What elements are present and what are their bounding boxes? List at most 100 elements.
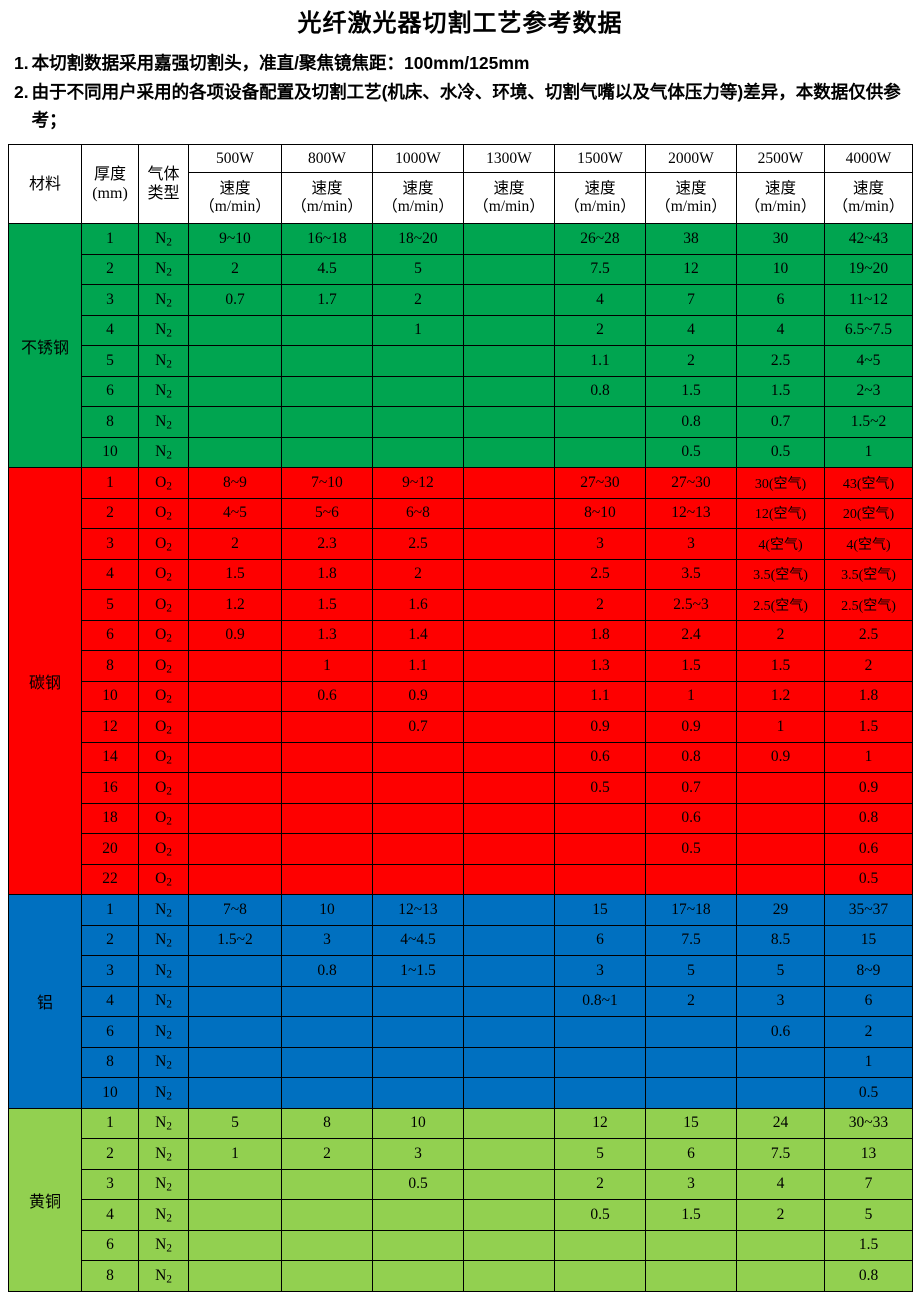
speed-cell-800w (281, 833, 373, 865)
gas-symbol: O (155, 717, 167, 735)
speed-cell-1500w: 0.8~1 (554, 985, 646, 1018)
speed-cell-4000w: 43(空气) (824, 467, 913, 499)
table-row: 4 N2 1 2 4 4 6.5~7.5 (8, 314, 913, 347)
gas-subscript: 2 (166, 327, 172, 340)
speed-unit: （m/min） (473, 198, 545, 216)
gas-subscript: 2 (166, 724, 172, 737)
speed-cell-800w (281, 1168, 373, 1201)
header-material: 材料 (8, 144, 82, 225)
speed-cell-1300w (463, 436, 555, 469)
speed-cell-500w: 0.9 (188, 619, 282, 652)
header-speed-1300w: 速度 （m/min） (463, 172, 555, 225)
gas-subscript: 2 (166, 388, 172, 401)
speed-cell-1500w (554, 1229, 646, 1262)
speed-cell-4000w: 2 (824, 650, 913, 682)
header-thickness-line2: (mm) (92, 185, 128, 203)
speed-cell-1000w: 1~1.5 (372, 955, 464, 987)
speed-unit: （m/min） (382, 198, 454, 216)
speed-cell-1500w (554, 1046, 646, 1079)
table-row: 黄铜 1 N2 5 8 10 12 15 24 30~33 (8, 1107, 913, 1292)
speed-cell-2500w: 4 (736, 314, 825, 347)
gas-symbol: O (155, 809, 167, 827)
speed-cell-800w (281, 1077, 373, 1109)
header-speed-500w: 速度 （m/min） (188, 172, 282, 225)
speed-cell-2000w: 4 (645, 314, 737, 347)
gas-symbol: N (155, 260, 167, 278)
speed-cell-2500w: 24 (736, 1107, 825, 1140)
speed-cell-500w (188, 650, 282, 682)
thickness-cell: 18 (81, 802, 139, 835)
speed-cell-2000w: 2.4 (645, 619, 737, 652)
speed-cell-500w: 4~5 (188, 497, 282, 530)
speed-cell-1000w: 9~12 (372, 467, 464, 499)
speed-cell-1000w: 0.9 (372, 680, 464, 713)
table-row: 4 N2 0.5 1.5 2 5 (8, 1199, 913, 1231)
table-row: 不锈钢 1 N2 9~10 16~18 18~20 26~28 38 30 42~43 (8, 223, 913, 469)
speed-cell-4000w: 0.5 (824, 863, 913, 896)
speed-cell-2500w: 1.2 (736, 680, 825, 713)
table-row: 8 O2 1 1.1 1.3 1.5 1.5 2 (8, 650, 913, 682)
table-row: 8 N2 0.8 0.7 1.5~2 (8, 406, 913, 438)
speed-cell-4000w: 6.5~7.5 (824, 314, 913, 347)
gas-subscript: 2 (166, 1059, 172, 1072)
thickness-cell: 3 (81, 528, 139, 560)
gas-subscript: 2 (166, 1151, 172, 1164)
speed-cell-500w (188, 1199, 282, 1231)
speed-cell-1300w (463, 863, 555, 896)
speed-cell-2000w: 15 (645, 1107, 737, 1140)
speed-cell-800w (281, 772, 373, 804)
thickness-cell: 2 (81, 497, 139, 530)
speed-unit: （m/min） (832, 198, 905, 216)
speed-cell-4000w: 20(空气) (824, 497, 913, 530)
gas-type-cell: O2 (138, 497, 189, 530)
speed-cell-1300w (463, 894, 555, 926)
thickness-cell: 8 (81, 1046, 139, 1079)
speed-cell-4000w: 0.8 (824, 802, 913, 835)
gas-type-cell: N2 (138, 955, 189, 987)
gas-type-cell: N2 (138, 284, 189, 316)
header-speed-4000w: 速度 （m/min） (824, 172, 913, 225)
speed-cell-500w (188, 314, 282, 347)
speed-cell-800w: 4.5 (281, 253, 373, 286)
speed-cell-1500w: 2.5 (554, 558, 646, 591)
speed-cell-800w (281, 436, 373, 469)
speed-cell-1300w (463, 650, 555, 682)
speed-cell-1000w (372, 772, 464, 804)
thickness-cell: 3 (81, 1168, 139, 1201)
speed-cell-2000w: 0.5 (645, 833, 737, 865)
thickness-cell: 1 (81, 223, 139, 255)
note-number: 2. (14, 81, 29, 102)
speed-cell-2000w: 3 (645, 1168, 737, 1201)
speed-cell-2500w: 2.5 (736, 345, 825, 377)
gas-symbol: N (155, 1236, 167, 1254)
speed-cell-1300w (463, 467, 555, 499)
speed-cell-800w: 1 (281, 650, 373, 682)
speed-cell-500w (188, 375, 282, 408)
table-row: 6 O2 0.9 1.3 1.4 1.8 2.4 2 2.5 (8, 619, 913, 652)
speed-cell-1000w: 2 (372, 558, 464, 591)
gas-type-cell: N2 (138, 314, 189, 347)
speed-cell-500w: 7~8 (188, 894, 282, 926)
gas-subscript: 2 (166, 1181, 172, 1194)
speed-cell-1000w: 4~4.5 (372, 924, 464, 957)
gas-subscript: 2 (166, 907, 172, 920)
speed-cell-800w: 5~6 (281, 497, 373, 530)
gas-type-cell: N2 (138, 1016, 189, 1048)
speed-cell-500w (188, 1260, 282, 1292)
speed-cell-2000w: 0.9 (645, 711, 737, 743)
speed-cell-2500w (736, 802, 825, 835)
header-power-800w: 800W (281, 144, 373, 174)
gas-symbol: O (155, 534, 167, 552)
gas-subscript: 2 (166, 510, 172, 523)
speed-cell-1300w (463, 284, 555, 316)
header-power-4000w: 4000W (824, 144, 913, 174)
gas-type-cell: N2 (138, 406, 189, 438)
thickness-cell: 6 (81, 375, 139, 408)
gas-symbol: O (155, 595, 167, 613)
speed-cell-800w (281, 1016, 373, 1048)
speed-unit: （m/min） (564, 198, 636, 216)
speed-cell-2000w (645, 1046, 737, 1079)
speed-cell-800w (281, 314, 373, 347)
header-gas-type: 气体 类型 (138, 144, 189, 225)
speed-cell-500w (188, 1229, 282, 1262)
